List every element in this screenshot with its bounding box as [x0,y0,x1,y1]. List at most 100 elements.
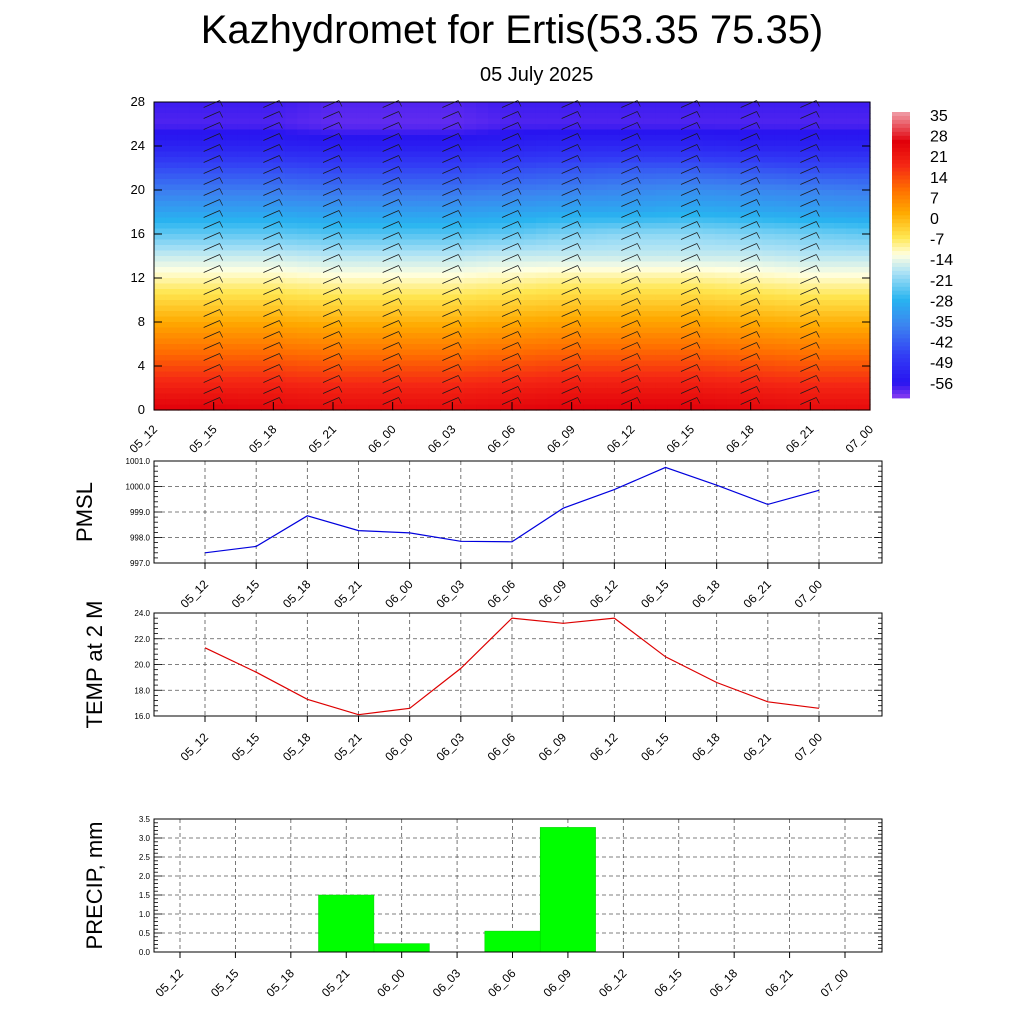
heat-cell [643,294,656,301]
heat-cell [619,311,632,318]
heat-cell [762,261,776,268]
heat-cell [225,234,239,241]
heat-cell [512,278,525,285]
heat-cell [344,366,358,373]
heat-cell [225,305,239,312]
heat-cell [344,261,358,268]
heat-cell [476,201,489,208]
heat-cell [535,102,549,109]
heat-cell [380,355,394,362]
heat-cell [309,327,322,334]
heat-cell [774,338,788,345]
wind-barb-flag [279,386,283,393]
heat-cell [559,377,573,384]
heat-cell [571,289,585,296]
heat-cell [583,300,597,307]
heat-cell [679,327,692,334]
heat-cell [595,223,609,230]
heat-cell [309,338,322,345]
heat-cell [643,344,656,351]
heat-cell [750,399,764,406]
heat-cell [249,168,262,175]
heat-cell [428,168,441,175]
heat-cell [201,377,215,384]
heat-cell [810,322,823,329]
heat-cell [858,212,871,219]
heat-cell [631,245,644,252]
heat-cell [273,327,286,334]
heat-cell [356,201,370,208]
heat-cell [416,404,430,411]
heat-cell [201,234,215,241]
heat-cell [368,349,382,356]
precip-bar [539,827,596,953]
heat-cell [523,261,537,268]
heat-cell [643,267,656,274]
heat-cell [822,146,835,153]
heat-cell [344,113,358,120]
wind-barb-flag [816,287,820,294]
heat-cell [165,404,179,411]
heat-cell [356,344,370,351]
heat-cell [165,217,179,224]
heat-cell [655,278,668,285]
heat-cell [201,146,215,153]
heat-cell [822,360,835,367]
wind-barb-flag [338,133,343,140]
heat-cell [237,228,251,235]
heat-cell [702,289,716,296]
heat-cell [225,289,239,296]
wind-barb-shaft [203,210,220,218]
heat-cell [356,393,370,400]
heat-cell [309,118,322,125]
colorbar-swatch [892,215,910,220]
colorbar-swatch [892,298,910,304]
heat-cell [619,102,632,109]
heat-cell [189,289,203,296]
heat-cell [380,322,394,329]
wind-barb-shaft [740,364,757,372]
heat-cell [655,289,668,296]
colorbar-swatch [892,330,910,335]
heat-cell [416,267,430,274]
heat-cell [595,250,609,257]
heat-cell [488,382,501,389]
heat-cell [798,333,811,340]
wind-barb-shaft [263,221,280,229]
wind-barb-shaft [680,364,698,372]
heat-cell [798,399,811,406]
wind-barb-flag [517,243,522,250]
heat-cell [368,206,382,213]
heat-cell [846,217,859,224]
heat-cell [655,140,668,147]
heat-cell [189,311,203,318]
heat-cell [702,344,716,351]
heat-cell [691,349,704,356]
heat-cell [738,322,752,329]
heat-cell [261,305,274,312]
heat-cell [404,107,418,114]
heat-cell [667,173,680,180]
wind-barb-flag [458,386,462,393]
heat-cell [213,250,227,257]
heat-cell [559,250,573,257]
heat-cell [643,289,656,296]
heat-cell [786,113,799,120]
colorbar-swatch [892,183,910,188]
heat-cell [786,129,799,136]
heat-cell [798,223,811,230]
heat-cell [619,157,632,164]
heat-cell [643,206,656,213]
heat-cell [667,140,680,147]
colorbar-swatch [892,282,910,288]
heat-cell [165,393,179,400]
heat-cell [667,366,680,373]
heat-cell [333,179,346,186]
heat-cell [344,393,358,400]
heat-cell [798,228,811,235]
heat-cell [261,118,274,125]
heat-cell [416,245,430,252]
heat-cell [535,300,549,307]
wind-barb-flag [338,243,343,250]
heat-cell [702,360,716,367]
